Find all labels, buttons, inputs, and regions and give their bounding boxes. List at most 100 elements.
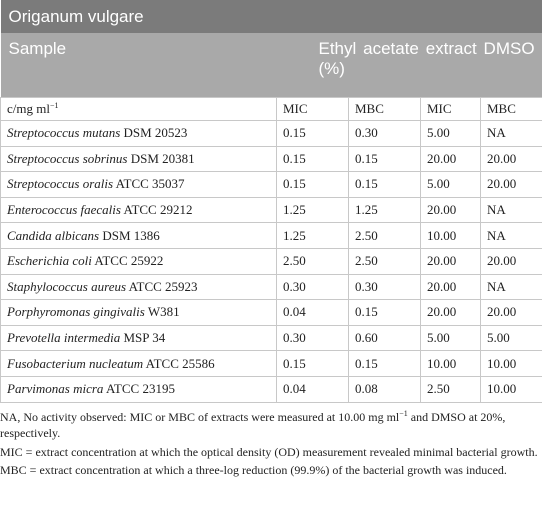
value-cell: 5.00 [479,324,542,352]
species: Enterococcus faecalis [7,202,121,218]
strain: ATCC 25586 [145,355,215,371]
value-cell: 5.00 [420,171,481,198]
table-row: Candida albicans DSM 1386 1.25 2.50 10.00 NA [0,222,542,249]
value-cell: 5.00 [420,120,481,147]
header-row: Sample Ethyl acetate extract DMSO (%) [0,33,542,98]
value-cell: 2.50 [420,375,481,403]
value-cell: NA [479,222,542,249]
table-row: Porphyromonas gingivalis W381 0.04 0.15 20.… [0,299,542,326]
value-cell: 2.50 [348,247,421,275]
value-cell: 2.50 [348,222,421,249]
unit-sup: −1 [49,101,59,110]
sample-cell: Enterococcus faecalis ATCC 29212 [0,196,277,224]
footnote-text: MBC = extract concentration at which a t… [0,463,507,478]
data-table: Origanum vulgare Sample Ethyl acetate extr… [0,0,542,403]
value-cell: 0.60 [348,324,421,352]
sample-cell: Streptococcus mutans DSM 20523 [0,120,277,147]
value-cell: 20.00 [420,273,481,301]
footnote-sup: −1 [399,408,408,418]
column-header: MBC [479,97,542,121]
value-cell: 0.15 [276,120,349,147]
species: Porphyromonas gingivalis [7,304,145,320]
value-cell: 1.25 [276,222,349,249]
value-cell: NA [479,120,542,147]
strain: DSM 20381 [130,150,195,166]
title-row: Origanum vulgare [0,0,542,33]
footnote: NA, No activity observed: MIC or MBC of … [0,409,540,442]
table-row: Streptococcus oralis ATCC 35037 0.15 0.15 5… [0,171,542,198]
sample-cell: Staphylococcus aureus ATCC 25923 [0,273,277,301]
value-cell: 20.00 [479,171,542,198]
species: Streptococcus oralis [7,176,114,192]
value-cell: 10.00 [479,350,542,377]
value-cell: 20.00 [420,145,481,173]
value-cell: 0.08 [348,375,421,403]
strain: ATCC 29212 [123,202,193,218]
column-header: MBC [348,97,421,121]
subheader-row: c/mg ml−1 MIC MBC MIC MBC [0,97,542,121]
footnote-text: NA, No activity observed: MIC or MBC of … [0,409,400,424]
table-row: Staphylococcus aureus ATCC 25923 0.30 0.30… [0,273,542,301]
species: Escherichia coli [7,253,92,269]
value-cell: 10.00 [420,350,481,377]
species: Streptococcus mutans [7,125,121,141]
header-cell: Sample [0,33,277,98]
footnote-text: and DMSO at 20%, respectively. [0,409,506,441]
unit-text: c/mg ml [7,101,50,116]
value-cell: 0.15 [276,145,349,173]
footnote: MBC = extract concentration at which a t… [0,462,540,479]
table-row: Parvimonas micra ATCC 23195 0.04 0.08 2.50 1… [0,375,542,403]
value-cell: 10.00 [479,375,542,403]
sample-cell: Streptococcus oralis ATCC 35037 [0,171,277,198]
value-cell: 0.15 [276,350,349,377]
strain: ATCC 25922 [94,253,164,269]
sample-cell: Porphyromonas gingivalis W381 [0,299,277,326]
sample-cell: Fusobacterium nucleatum ATCC 25586 [0,350,277,377]
table-row: Fusobacterium nucleatum ATCC 25586 0.15 0.… [0,350,542,377]
value-cell: 0.15 [348,299,421,326]
species: Candida albicans [7,227,100,243]
table-body: Origanum vulgare Sample Ethyl acetate extr… [0,0,542,403]
value-cell: 5.00 [420,324,481,352]
strain: W381 [147,304,180,320]
value-cell: 0.30 [276,324,349,352]
value-cell: 2.50 [276,247,349,275]
table-row: Streptococcus mutans DSM 20523 0.15 0.30 5.… [0,120,542,147]
table-row: Enterococcus faecalis ATCC 29212 1.25 1.25… [0,196,542,224]
sample-cell: Prevotella intermedia MSP 34 [0,324,277,352]
strain: DSM 1386 [102,227,160,243]
header-cell: Ethyl acetate extract DMSO (%) [276,33,542,98]
value-cell: 20.00 [420,299,481,326]
species: Staphylococcus aureus [7,278,127,294]
strain: ATCC 23195 [105,381,175,397]
value-cell: 0.30 [276,273,349,301]
species: Streptococcus sobrinus [7,150,128,166]
value-cell: 1.25 [348,196,421,224]
sample-cell: Candida albicans DSM 1386 [0,222,277,249]
value-cell: 0.04 [276,299,349,326]
value-cell: NA [479,273,542,301]
footnote-text: MIC = extract concentration at which the… [0,444,538,459]
value-cell: 0.04 [276,375,349,403]
value-cell: 10.00 [420,222,481,249]
sample-cell: Escherichia coli ATCC 25922 [0,247,277,275]
value-cell: 0.30 [348,120,421,147]
value-cell: 20.00 [479,145,542,173]
value-cell: 0.15 [348,171,421,198]
value-cell: 0.15 [276,171,349,198]
value-cell: 20.00 [420,247,481,275]
species: Parvimonas micra [7,381,104,397]
unit-cell: c/mg ml−1 [0,97,277,121]
species: Prevotella intermedia [7,330,121,346]
strain: DSM 20523 [123,125,188,141]
value-cell: 20.00 [420,196,481,224]
strain: ATCC 35037 [115,176,185,192]
sample-cell: Streptococcus sobrinus DSM 20381 [0,145,277,173]
footnotes: NA, No activity observed: MIC or MBC of … [0,403,542,479]
table-title: Origanum vulgare [0,0,542,33]
column-header: MIC [276,97,349,121]
strain: MSP 34 [123,330,166,346]
value-cell: 0.15 [348,145,421,173]
strain: ATCC 25923 [128,278,198,294]
